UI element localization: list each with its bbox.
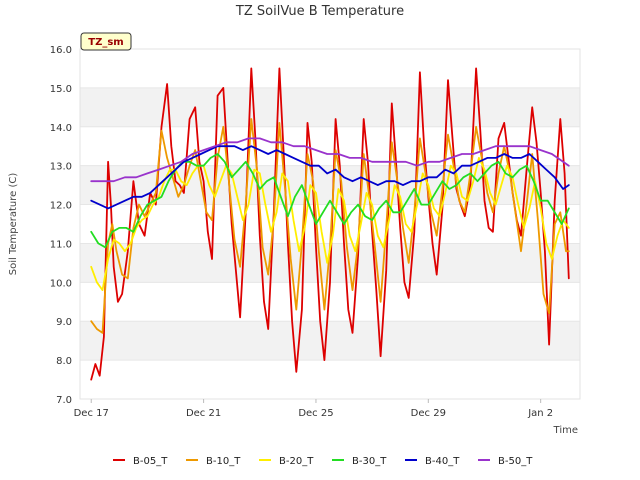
y-tick-label: 13.0 (50, 162, 72, 173)
x-tick-label: Dec 21 (186, 408, 221, 419)
legend-label: B-05_T (133, 456, 168, 467)
legend-item-b-40-t: B-40_T (405, 456, 460, 467)
y-tick-label: 14.0 (50, 123, 72, 134)
series-line-b-20-t (90, 156, 570, 292)
grid-band (80, 87, 580, 127)
y-axis-label: Soil Temperature (C) (8, 173, 19, 276)
legend-label: B-20_T (279, 456, 314, 467)
grid-bands (80, 49, 580, 400)
legend-label: B-40_T (425, 456, 460, 467)
station-tag: TZ_sm (80, 32, 132, 51)
legend-item-b-50-t: B-50_T (478, 456, 533, 467)
x-axis-label: Time (553, 425, 578, 436)
legend-item-b-10-t: B-10_T (186, 456, 241, 467)
x-tick-label: Jan 2 (527, 408, 553, 419)
y-tick-label: 15.0 (50, 84, 72, 95)
plot-frame (79, 48, 581, 400)
x-tick-label: Dec 25 (298, 408, 333, 419)
legend: B-05_T B-10_T B-20_T B-30_T B-40_T B-50_T (113, 456, 533, 467)
legend-item-b-30-t: B-30_T (332, 456, 387, 467)
grid-band (80, 360, 580, 399)
series-line-b-50-t (90, 137, 570, 183)
legend-label: B-50_T (498, 456, 533, 467)
y-tick-label: 8.0 (56, 356, 72, 367)
grid-band (80, 49, 580, 88)
series-lines (90, 67, 570, 381)
y-tick-label: 9.0 (56, 317, 72, 328)
y-axis-ticks: 7.0 8.0 9.0 10.0 11.0 12.0 13.0 14.0 15.0 16.0 (50, 45, 72, 406)
legend-label: B-30_T (352, 456, 387, 467)
series-line-b-30-t (90, 153, 570, 249)
y-tick-label: 16.0 (50, 45, 72, 56)
chart-title: TZ SoilVue B Temperature (235, 4, 404, 19)
x-axis-ticks: Dec 17 Dec 21 Dec 25 Dec 29 Jan 2 (74, 399, 553, 419)
y-tick-label: 11.0 (50, 239, 72, 250)
grid-band (80, 321, 580, 361)
station-tag-box (80, 32, 132, 51)
legend-item-b-05-t: B-05_T (113, 456, 168, 467)
y-tick-label: 12.0 (50, 201, 72, 212)
series-line-b-40-t (90, 145, 570, 210)
station-tag-label: TZ_sm (88, 37, 123, 48)
legend-label: B-10_T (206, 456, 241, 467)
y-tick-label: 10.0 (50, 278, 72, 289)
legend-item-b-20-t: B-20_T (259, 456, 314, 467)
x-tick-label: Dec 17 (74, 408, 109, 419)
series-line-b-05-t (90, 67, 570, 381)
x-tick-label: Dec 29 (411, 408, 446, 419)
y-tick-label: 7.0 (56, 395, 72, 406)
